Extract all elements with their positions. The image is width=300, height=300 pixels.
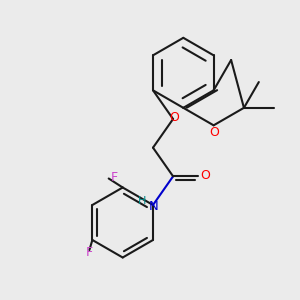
Text: O: O (210, 126, 220, 139)
Text: N: N (149, 200, 159, 212)
Text: O: O (169, 112, 179, 124)
Text: O: O (201, 169, 211, 182)
Text: F: F (86, 245, 93, 259)
Text: H: H (138, 196, 146, 206)
Text: F: F (111, 171, 118, 184)
